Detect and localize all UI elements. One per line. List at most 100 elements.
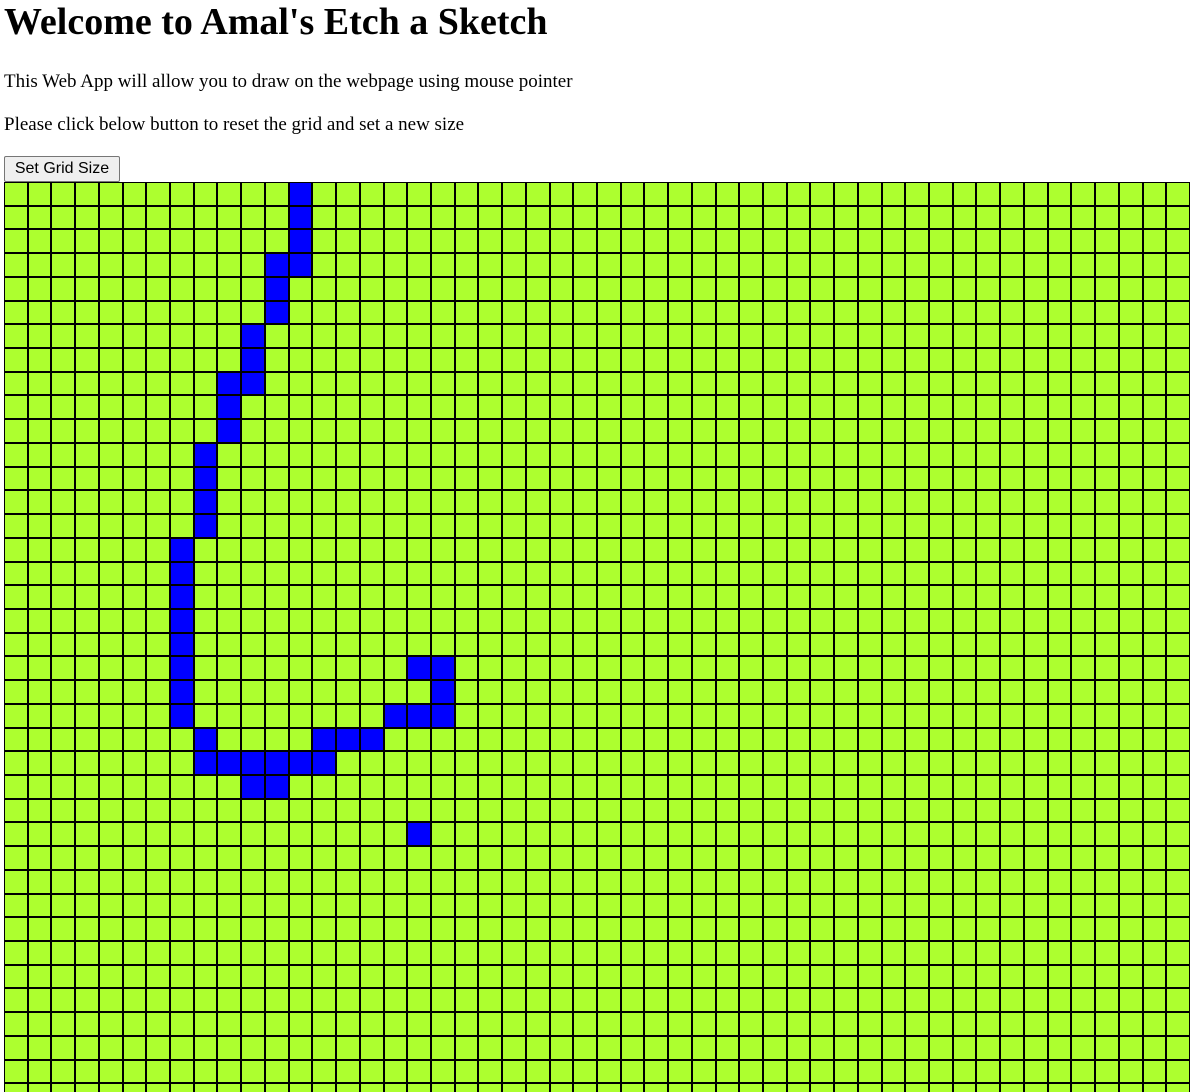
grid-cell[interactable]: [146, 988, 171, 1013]
grid-cell[interactable]: [336, 229, 360, 254]
grid-cell[interactable]: [549, 941, 574, 965]
grid-cell[interactable]: [1023, 205, 1048, 230]
grid-cell[interactable]: [1000, 182, 1024, 206]
grid-cell[interactable]: [359, 751, 384, 775]
grid-cell[interactable]: [122, 751, 147, 775]
grid-cell[interactable]: [51, 537, 76, 562]
grid-cell[interactable]: [952, 632, 977, 657]
grid-cell[interactable]: [668, 395, 692, 420]
grid-cell[interactable]: [217, 276, 242, 301]
grid-cell[interactable]: [549, 348, 574, 372]
grid-cell[interactable]: [502, 964, 526, 989]
grid-cell[interactable]: [1071, 253, 1096, 277]
grid-cell[interactable]: [502, 869, 526, 894]
grid-cell[interactable]: [1095, 988, 1119, 1013]
grid-cell[interactable]: [881, 1012, 906, 1036]
grid-cell[interactable]: [193, 656, 218, 681]
grid-cell[interactable]: [834, 917, 858, 941]
grid-cell[interactable]: [241, 846, 265, 870]
grid-cell[interactable]: [407, 798, 431, 823]
grid-cell[interactable]: [407, 608, 431, 633]
grid-cell[interactable]: [620, 419, 645, 443]
grid-cell[interactable]: [336, 869, 360, 894]
grid-cell[interactable]: [454, 798, 479, 823]
grid-cell[interactable]: [573, 1035, 597, 1060]
grid-cell[interactable]: [75, 727, 99, 752]
grid-cell[interactable]: [620, 253, 645, 277]
grid-cell[interactable]: [170, 205, 194, 230]
grid-cell[interactable]: [217, 300, 242, 325]
grid-cell[interactable]: [454, 395, 479, 420]
grid-cell[interactable]: [312, 798, 337, 823]
grid-cell[interactable]: [288, 276, 313, 301]
grid-cell[interactable]: [288, 537, 313, 562]
grid-cell[interactable]: [952, 300, 977, 325]
grid-cell[interactable]: [739, 727, 763, 752]
grid-cell[interactable]: [383, 893, 408, 918]
grid-cell[interactable]: [241, 1059, 265, 1084]
grid-cell[interactable]: [1023, 941, 1048, 965]
grid-cell[interactable]: [407, 774, 431, 799]
grid-cell[interactable]: [549, 561, 574, 586]
grid-cell[interactable]: [1095, 727, 1119, 752]
grid-cell[interactable]: [952, 822, 977, 847]
grid-cell[interactable]: [502, 300, 526, 325]
grid-cell[interactable]: [312, 1012, 337, 1036]
grid-cell[interactable]: [644, 751, 669, 775]
grid-cell[interactable]: [881, 182, 906, 206]
grid-cell[interactable]: [573, 229, 597, 254]
grid-cell[interactable]: [51, 229, 76, 254]
grid-cell[interactable]: [1142, 869, 1167, 894]
grid-cell[interactable]: [1071, 490, 1096, 515]
grid-cell[interactable]: [810, 419, 835, 443]
grid-cell[interactable]: [430, 608, 455, 633]
grid-cell[interactable]: [170, 490, 194, 515]
grid-cell[interactable]: [1023, 727, 1048, 752]
grid-cell[interactable]: [312, 395, 337, 420]
grid-cell[interactable]: [51, 490, 76, 515]
grid-cell[interactable]: [573, 585, 597, 609]
grid-cell[interactable]: [857, 348, 882, 372]
grid-cell[interactable]: [1118, 774, 1143, 799]
grid-cell[interactable]: [170, 395, 194, 420]
grid-cell[interactable]: [1118, 419, 1143, 443]
grid-cell[interactable]: [1142, 774, 1167, 799]
grid-cell[interactable]: [929, 822, 953, 847]
grid-cell[interactable]: [478, 869, 503, 894]
grid-cell-painted[interactable]: [264, 774, 289, 799]
grid-cell[interactable]: [549, 774, 574, 799]
grid-cell[interactable]: [454, 442, 479, 467]
grid-cell[interactable]: [51, 205, 76, 230]
grid-cell[interactable]: [976, 1083, 1001, 1092]
grid-cell[interactable]: [881, 988, 906, 1013]
grid-cell[interactable]: [786, 442, 811, 467]
grid-cell[interactable]: [98, 1012, 123, 1036]
grid-cell[interactable]: [715, 632, 740, 657]
grid-cell[interactable]: [264, 917, 289, 941]
grid-cell[interactable]: [264, 561, 289, 586]
grid-cell[interactable]: [1166, 846, 1190, 870]
grid-cell[interactable]: [739, 490, 763, 515]
grid-cell[interactable]: [525, 751, 550, 775]
grid-cell[interactable]: [929, 276, 953, 301]
grid-cell[interactable]: [241, 632, 265, 657]
grid-cell[interactable]: [502, 917, 526, 941]
grid-cell[interactable]: [170, 822, 194, 847]
grid-cell[interactable]: [573, 324, 597, 349]
grid-cell[interactable]: [359, 537, 384, 562]
grid-cell[interactable]: [739, 1035, 763, 1060]
grid-cell[interactable]: [75, 1035, 99, 1060]
grid-cell[interactable]: [1047, 1059, 1072, 1084]
grid-cell[interactable]: [27, 276, 52, 301]
grid-cell[interactable]: [644, 941, 669, 965]
grid-cell[interactable]: [739, 988, 763, 1013]
grid-cell[interactable]: [336, 798, 360, 823]
grid-cell[interactable]: [786, 917, 811, 941]
grid-cell[interactable]: [905, 1012, 930, 1036]
grid-cell[interactable]: [549, 490, 574, 515]
grid-cell[interactable]: [881, 893, 906, 918]
grid-cell[interactable]: [336, 395, 360, 420]
grid-cell[interactable]: [359, 680, 384, 704]
grid-cell[interactable]: [691, 276, 716, 301]
grid-cell[interactable]: [264, 585, 289, 609]
